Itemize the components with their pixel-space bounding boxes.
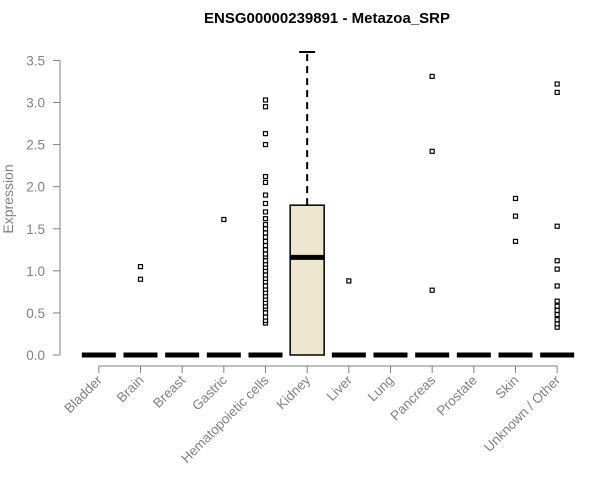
outlier-point — [346, 278, 352, 284]
outlier-point — [554, 81, 560, 87]
outlier-point — [554, 258, 560, 264]
outlier-point — [137, 264, 144, 270]
x-tick-label: Kidney — [273, 372, 313, 412]
x-tick-label: Skin — [492, 373, 521, 402]
outlier-point — [262, 230, 269, 236]
x-tick-label: Unknown / Other — [481, 372, 564, 455]
outlier-point — [262, 216, 269, 222]
outlier-point — [512, 213, 519, 219]
outlier-point — [429, 287, 435, 293]
outlier-point — [262, 310, 269, 316]
outlier-point — [262, 258, 269, 264]
outlier-point — [262, 141, 269, 148]
x-tick-label: Pancreas — [387, 372, 438, 423]
outlier-point — [554, 223, 560, 229]
chart-title: ENSG00000239891 - Metazoa_SRP — [204, 10, 450, 27]
outlier-point — [262, 251, 269, 257]
outlier-point — [554, 321, 560, 327]
outlier-point — [554, 303, 560, 309]
box-body — [289, 204, 325, 356]
x-tick-label: Gastric — [189, 372, 230, 413]
outlier-point — [554, 266, 560, 272]
box-kidney — [289, 51, 325, 356]
x-tick-label: Prostate — [434, 373, 480, 419]
outlier-point — [262, 283, 269, 289]
y-tick-label: 1.5 — [26, 222, 45, 237]
outlier-point — [262, 242, 269, 249]
outlier-point — [262, 97, 269, 103]
outlier-point — [262, 104, 269, 110]
outlier-point — [262, 314, 269, 320]
outlier-point — [262, 200, 269, 207]
outlier-point — [554, 317, 560, 323]
outlier-point — [262, 173, 269, 180]
y-tick-label: 3.0 — [26, 96, 45, 111]
outlier-point — [554, 89, 560, 96]
x-tick-label: Brain — [114, 373, 147, 406]
outlier-point — [554, 298, 560, 304]
x-tick-label: Breast — [150, 372, 188, 410]
outlier-point — [262, 247, 269, 253]
box-unknown-other — [540, 81, 575, 358]
outlier-point — [262, 238, 269, 244]
box-pancreas — [415, 73, 450, 358]
outlier-point — [262, 272, 269, 278]
outlier-point — [262, 221, 269, 228]
y-tick-label: 2.0 — [26, 180, 45, 195]
outlier-point — [262, 192, 269, 198]
outlier-point — [262, 179, 269, 186]
y-tick-label: 0.0 — [26, 348, 45, 363]
outlier-point — [512, 195, 519, 202]
outlier-point — [137, 276, 144, 282]
outlier-point — [221, 216, 227, 223]
outlier-point — [554, 312, 560, 318]
y-tick-label: 2.5 — [26, 138, 45, 153]
outlier-point — [262, 234, 269, 240]
box-brain — [123, 264, 158, 358]
outlier-point — [512, 238, 519, 244]
outlier-point — [262, 209, 269, 215]
y-tick-label: 0.5 — [26, 306, 45, 321]
outlier-point — [554, 307, 560, 313]
box-hematopoietic-cells — [248, 97, 283, 358]
x-tick-label: Lung — [365, 373, 397, 405]
x-tick-label: Bladder — [61, 372, 105, 416]
outlier-point — [262, 131, 269, 137]
box-skin — [498, 195, 533, 358]
y-tick-label: 1.0 — [26, 264, 45, 279]
y-axis-ticks: 0.0 0.5 1.0 1.5 2.0 2.5 3.0 3.5 — [26, 53, 60, 363]
outlier-point — [262, 226, 269, 232]
outlier-point — [554, 283, 560, 289]
outlier-point — [429, 148, 435, 154]
x-tick-label: Liver — [324, 372, 356, 404]
y-axis-label: Expression — [0, 164, 16, 233]
y-tick-label: 3.5 — [26, 53, 45, 68]
boxes-group — [81, 51, 575, 358]
outlier-point — [429, 73, 435, 80]
box-gastric — [206, 216, 241, 358]
box-liver — [331, 278, 366, 358]
